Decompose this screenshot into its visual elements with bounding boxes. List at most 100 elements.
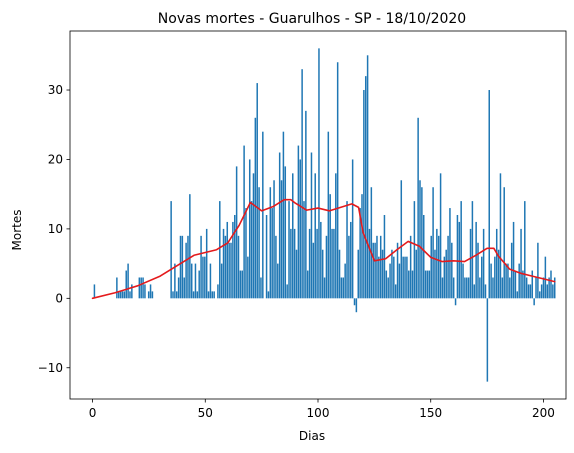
x-tick-label: 150 [419,406,442,420]
bar [176,291,178,299]
bar [211,291,214,299]
bar [306,270,309,299]
bar [260,277,262,299]
bar [248,159,251,299]
bar [320,221,322,299]
bar [488,90,490,299]
bar [443,256,446,299]
bar [492,277,494,299]
bar [460,201,462,299]
bar [121,291,124,299]
bar [419,180,421,299]
bar [434,249,436,299]
bar [539,291,541,299]
bar [484,284,487,299]
bar [318,48,320,299]
bar [202,256,204,299]
bar [518,263,520,299]
bar [481,256,483,299]
bar [327,131,330,299]
bar [540,284,543,299]
bar [149,284,152,299]
bar [529,284,532,299]
bar [333,228,335,299]
bar [449,208,451,299]
x-tick-label: 0 [89,406,97,420]
bar [447,235,449,299]
bar [204,256,206,299]
bar [174,263,176,299]
bar [421,187,423,299]
bar [516,291,519,299]
bar [361,194,363,299]
bar [357,249,359,299]
bar [423,215,425,299]
bar [151,291,154,299]
bar [278,152,281,299]
bar [439,173,442,299]
y-tick-label: 20 [48,152,63,166]
bar [415,249,418,299]
bar [411,270,414,299]
bar [301,69,303,299]
bar [473,284,476,299]
bar [232,221,234,299]
bar [336,62,339,299]
bar [364,76,367,299]
bar [125,270,127,299]
bar [553,277,556,299]
bar [209,263,212,299]
bar [292,173,294,299]
bar [372,242,374,299]
bar [228,242,230,299]
bar [426,270,429,299]
bar [477,242,479,299]
bar [183,277,185,299]
bar [190,263,193,299]
bar [454,298,457,306]
bar [546,284,548,299]
bar [293,228,296,299]
bar [323,277,326,299]
bar [527,284,530,299]
bar [394,284,397,299]
bar [428,270,431,299]
bar [219,201,221,299]
bar [305,110,307,299]
bar [374,242,376,299]
bar [398,263,401,299]
bar [329,194,331,299]
axes [69,30,567,400]
bar [262,131,264,299]
bar [117,291,120,299]
bar [138,277,141,299]
bar [312,242,315,299]
bar [350,221,352,299]
bar [520,228,522,299]
bar [458,221,461,299]
bar [243,145,245,299]
bar [432,187,434,299]
plot-frame [69,30,567,400]
bar [469,228,472,299]
bar [379,235,382,299]
bar [269,187,272,299]
bar [346,201,348,299]
bar [189,194,191,299]
bar [179,235,182,299]
bar [408,270,410,299]
bar [297,145,300,299]
bar [177,277,180,299]
bar [475,221,477,299]
bar [131,284,133,299]
bar [295,249,298,299]
bar [129,291,131,299]
bar [462,263,464,299]
bar [342,277,345,299]
bar [456,215,459,299]
bar [200,235,202,299]
bar [396,242,399,299]
bar [490,263,492,299]
bar [430,235,432,299]
bar [363,90,365,299]
